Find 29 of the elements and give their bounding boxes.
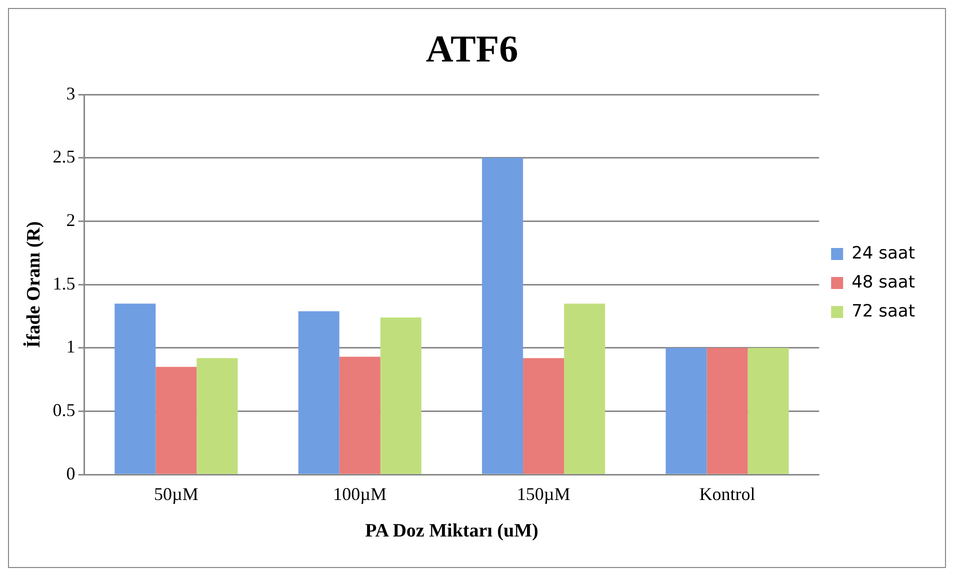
legend-label: 48 saat <box>852 272 916 292</box>
legend-label: 24 saat <box>852 243 916 264</box>
legend-label: 72 saat <box>852 301 916 322</box>
bar <box>298 311 340 474</box>
bar <box>523 358 564 474</box>
x-tick-label: 100µM <box>333 484 387 504</box>
x-tick-label: 50µM <box>154 484 198 504</box>
x-tick-label: Kontrol <box>699 484 756 504</box>
bar <box>196 358 238 474</box>
y-tick-label: 2.5 <box>52 146 76 167</box>
bar <box>114 304 156 474</box>
chart-title: ATF6 <box>426 28 518 71</box>
bar <box>706 348 748 474</box>
bar <box>666 348 707 474</box>
y-tick-label: 2 <box>66 210 76 230</box>
x-tick-label: 150µM <box>516 484 570 504</box>
bar <box>339 356 380 474</box>
bar <box>156 366 197 474</box>
y-tick-label: 3 <box>66 83 76 104</box>
bar <box>380 318 422 474</box>
bar <box>748 348 789 474</box>
y-tick-label: 1 <box>66 336 76 357</box>
y-axis-title: İfade Oranı (R) <box>22 221 44 348</box>
bar <box>482 158 524 474</box>
bar <box>564 304 606 474</box>
y-tick-label: 1.5 <box>52 273 76 294</box>
x-axis-title: PA Doz Miktarı (uM) <box>365 520 538 542</box>
y-tick-label: 0 <box>66 463 76 484</box>
y-tick-label: 0.5 <box>52 400 76 420</box>
